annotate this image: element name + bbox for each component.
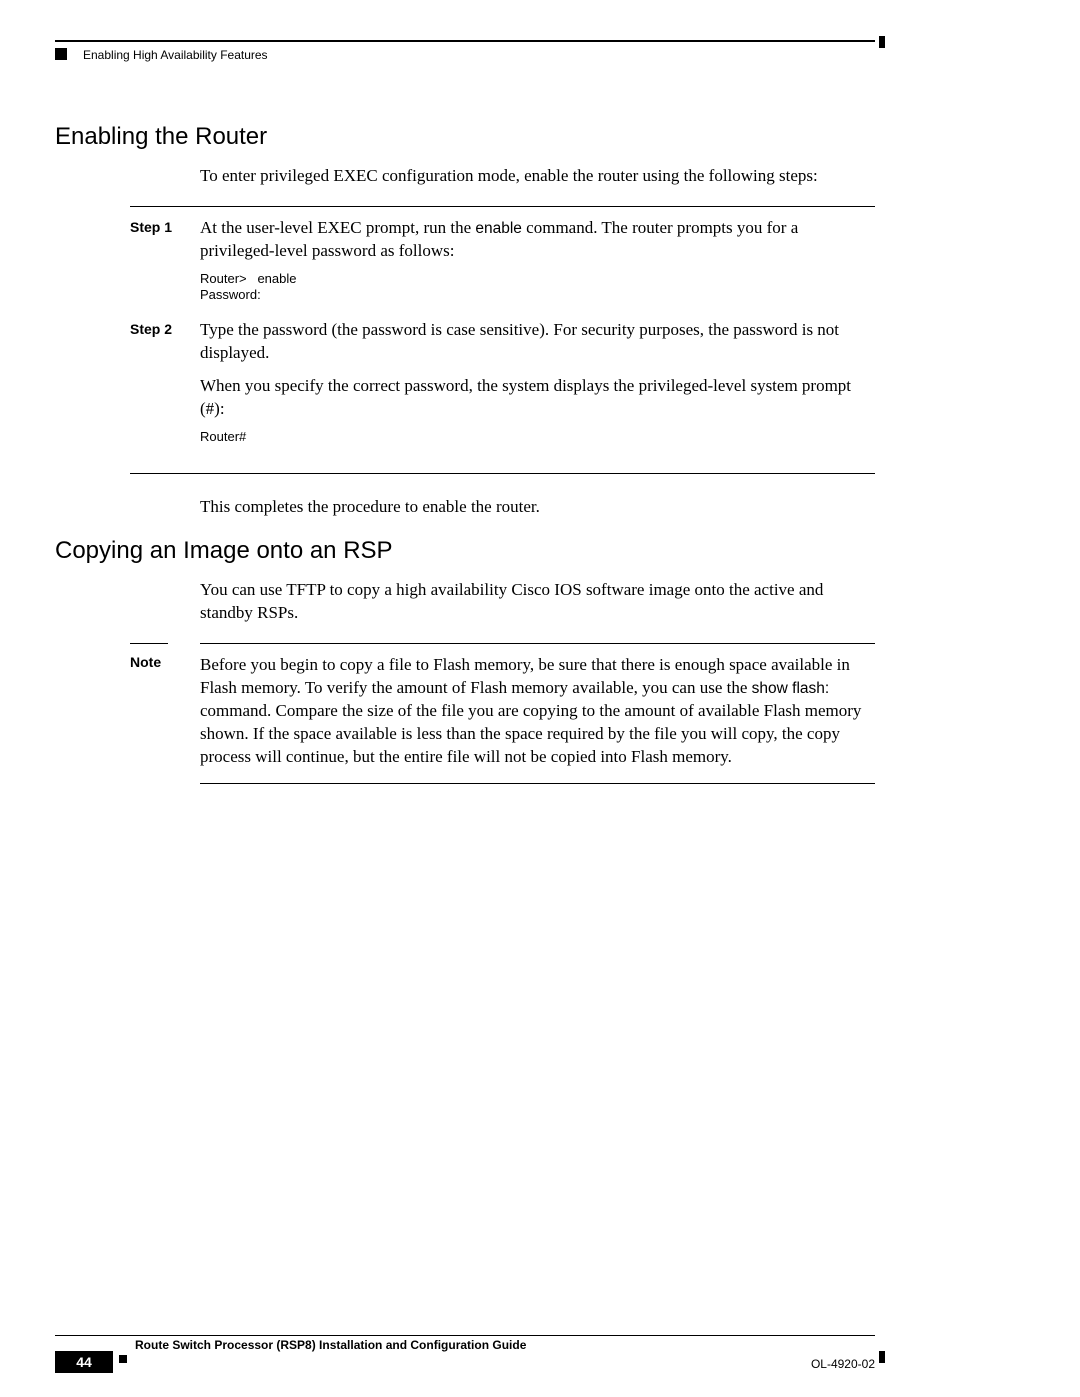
step2-para2: When you specify the correct password, t… bbox=[200, 375, 875, 421]
footer-guide-title: Route Switch Processor (RSP8) Installati… bbox=[135, 1338, 526, 1352]
note-label: Note bbox=[130, 654, 200, 670]
steps-container: Step 1 At the user-level EXEC prompt, ru… bbox=[130, 206, 875, 474]
note-rule-icon bbox=[130, 643, 168, 644]
footer-rule: Route Switch Processor (RSP8) Installati… bbox=[55, 1335, 875, 1355]
section1-outro: This completes the procedure to enable t… bbox=[200, 496, 875, 519]
step-label: Step 1 bbox=[130, 217, 200, 313]
corner-marker-icon bbox=[879, 1351, 885, 1363]
step2-para1: Type the password (the password is case … bbox=[200, 319, 875, 365]
page-footer: Route Switch Processor (RSP8) Installati… bbox=[55, 1335, 875, 1355]
header-square-icon bbox=[55, 48, 67, 60]
step1-cmd: enable bbox=[475, 220, 522, 237]
page-content: Enabling High Availability Features Enab… bbox=[55, 40, 875, 784]
section2-intro: You can use TFTP to copy a high availabi… bbox=[200, 579, 875, 625]
note-body: Before you begin to copy a file to Flash… bbox=[200, 643, 875, 784]
step-body: At the user-level EXEC prompt, run the e… bbox=[200, 217, 875, 313]
step-row: Step 1 At the user-level EXEC prompt, ru… bbox=[130, 217, 875, 313]
footer-square-icon bbox=[119, 1355, 127, 1363]
step-row: Step 2 Type the password (the password i… bbox=[130, 319, 875, 455]
section-title-enabling-router: Enabling the Router bbox=[55, 123, 875, 151]
step1-code: Router> enable Password: bbox=[200, 271, 875, 304]
step1-text-before: At the user-level EXEC prompt, run the bbox=[200, 218, 475, 237]
corner-marker-icon bbox=[879, 36, 885, 48]
section-title-copying-image: Copying an Image onto an RSP bbox=[55, 537, 875, 565]
breadcrumb: Enabling High Availability Features bbox=[83, 48, 268, 62]
step2-code: Router# bbox=[200, 429, 875, 445]
note-label-cell: Note bbox=[130, 643, 200, 784]
footer-doc-id: OL-4920-02 bbox=[811, 1357, 875, 1371]
page-header: Enabling High Availability Features bbox=[55, 40, 875, 68]
step-label: Step 2 bbox=[130, 319, 200, 455]
page-number: 44 bbox=[55, 1351, 113, 1373]
section1-intro: To enter privileged EXEC configuration m… bbox=[200, 165, 875, 188]
note-text-after: command. Compare the size of the file yo… bbox=[200, 701, 861, 766]
note-cmd: show flash: bbox=[752, 680, 830, 697]
note-container: Note Before you begin to copy a file to … bbox=[130, 643, 875, 784]
main-content: Enabling the Router To enter privileged … bbox=[55, 123, 875, 784]
step-body: Type the password (the password is case … bbox=[200, 319, 875, 455]
